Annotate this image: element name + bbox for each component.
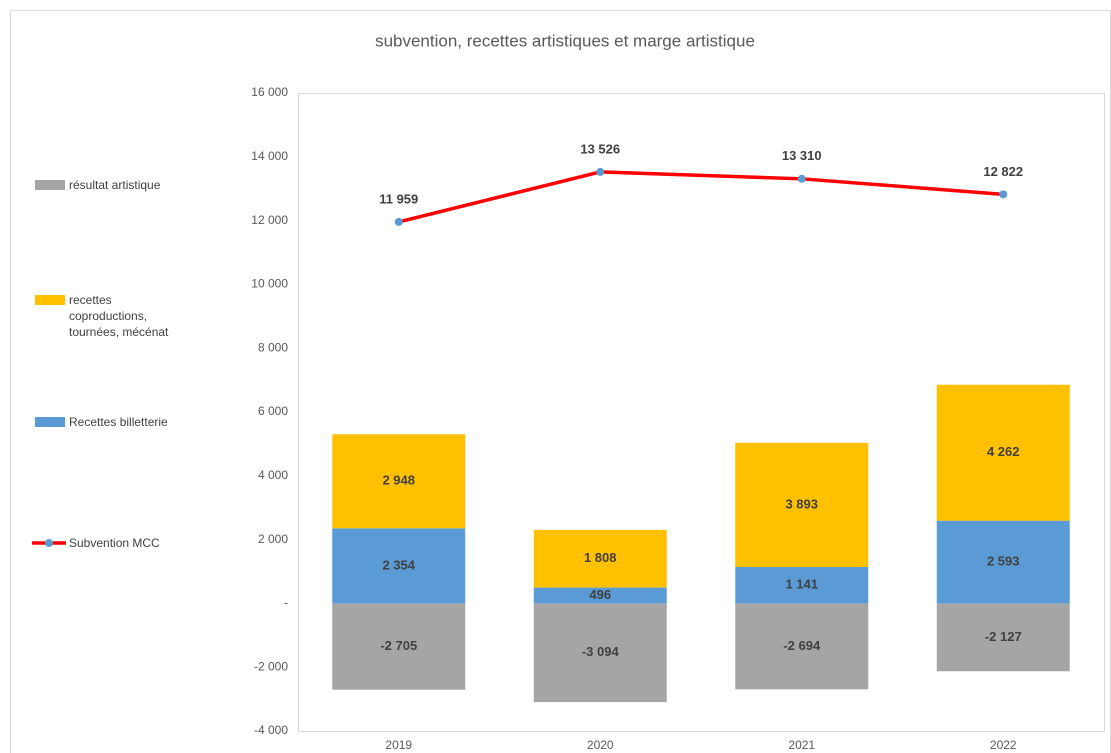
bar-segment (332, 528, 466, 604)
bar-segment (735, 603, 869, 690)
bar-segment (936, 384, 1070, 521)
legend-swatch (35, 295, 65, 305)
bar-segment (936, 520, 1070, 604)
data-label: 1 808 (584, 550, 617, 565)
bar-segment (936, 603, 1070, 672)
data-label: 2 593 (987, 553, 1020, 568)
legend-swatch (35, 417, 65, 427)
y-tick-label: 16 000 (251, 85, 288, 99)
data-label: 496 (589, 587, 611, 602)
bar-segment (735, 442, 869, 568)
bar-segment (735, 567, 869, 604)
x-tick-label: 2019 (385, 738, 412, 752)
data-label: 4 262 (987, 444, 1020, 459)
y-tick-label: 12 000 (251, 213, 288, 227)
legend-label: recettes coproductions, tournées, mécéna… (69, 293, 169, 339)
legend-label: Recettes billetterie (69, 415, 168, 429)
legend-label: Subvention MCC (69, 536, 160, 550)
y-tick-label: 2 000 (258, 532, 288, 546)
y-tick-label: 10 000 (251, 277, 288, 291)
y-tick-label: - (284, 596, 288, 610)
bar-segment (332, 603, 466, 690)
data-label: -2 694 (783, 638, 821, 653)
data-label: -3 094 (582, 644, 620, 659)
data-label: 2 354 (382, 557, 415, 572)
y-tick-label: -2 000 (254, 659, 288, 673)
line (398, 170, 1004, 224)
data-label: -2 705 (380, 638, 417, 653)
data-label: -2 127 (985, 629, 1022, 644)
data-label: 13 526 (580, 141, 620, 156)
x-tick-label: 2020 (587, 738, 614, 752)
y-tick-label: 14 000 (251, 149, 288, 163)
plot-frame (298, 93, 1105, 732)
legend-swatch (35, 180, 65, 190)
y-tick-label: -4 000 (254, 723, 288, 737)
legend-label: résultat artistique (69, 178, 161, 192)
data-label: 13 310 (782, 148, 822, 163)
data-label: 2 948 (382, 473, 415, 488)
bar-segment (533, 529, 667, 588)
line-marker (999, 190, 1008, 199)
x-tick-label: 2022 (990, 738, 1017, 752)
data-label: 11 959 (379, 191, 418, 206)
y-tick-label: 4 000 (258, 468, 288, 482)
line-marker (394, 217, 403, 226)
line-marker (596, 167, 605, 176)
data-label: 1 141 (785, 577, 818, 592)
bar-segment (533, 603, 667, 703)
y-tick-label: 6 000 (258, 404, 288, 418)
data-label: 3 893 (785, 496, 818, 511)
bar-segment (533, 587, 667, 604)
data-label: 12 822 (983, 164, 1023, 179)
line-marker (797, 174, 806, 183)
bar-segment (332, 434, 466, 529)
x-tick-label: 2021 (788, 738, 815, 752)
y-tick-label: 8 000 (258, 340, 288, 354)
chart-title: subvention, recettes artistiques et marg… (375, 31, 755, 50)
legend-marker (45, 539, 53, 547)
